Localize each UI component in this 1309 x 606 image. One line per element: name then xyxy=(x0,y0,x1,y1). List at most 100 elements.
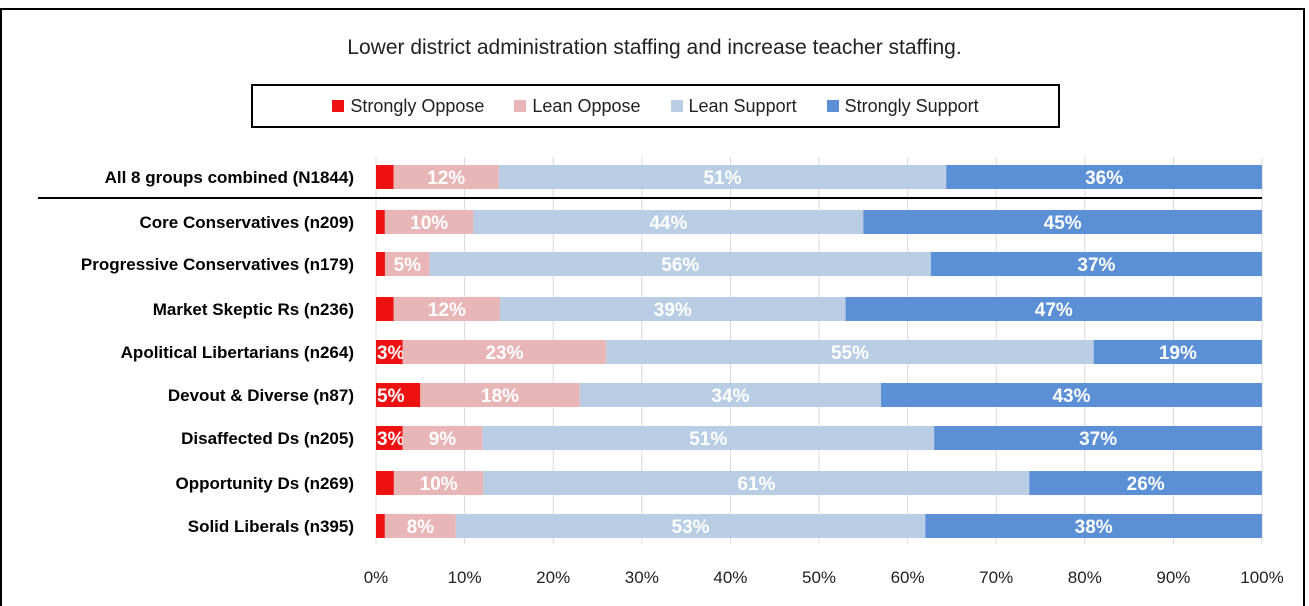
data-label: 34% xyxy=(711,386,749,407)
bar-segment xyxy=(473,210,864,234)
bar-segment xyxy=(946,165,1262,189)
data-label: 37% xyxy=(1077,255,1115,276)
data-label: 26% xyxy=(1127,474,1165,495)
x-tick-label: 0% xyxy=(364,568,389,587)
data-label: 10% xyxy=(410,213,448,234)
data-label: 8% xyxy=(407,517,435,538)
bar-segment xyxy=(579,383,882,407)
x-tick-label: 70% xyxy=(979,568,1013,587)
bar-segment xyxy=(930,252,1262,276)
bar-segment xyxy=(498,165,947,189)
x-tick-label: 80% xyxy=(1068,568,1102,587)
legend-label: Strongly Oppose xyxy=(350,95,485,116)
data-label: 3% xyxy=(377,343,405,364)
category-label: Solid Liberals (n395) xyxy=(188,517,354,536)
bar-segment xyxy=(393,471,484,495)
bar-segment xyxy=(376,340,403,364)
data-label: 23% xyxy=(485,343,523,364)
data-label: 3% xyxy=(377,429,405,450)
data-label: 9% xyxy=(429,429,457,450)
bar-segment xyxy=(455,514,926,538)
data-label: 12% xyxy=(428,300,466,321)
category-label: Progressive Conservatives (n179) xyxy=(81,255,354,274)
bar-segment xyxy=(420,383,580,407)
legend-item-lean-support: Lean Support xyxy=(670,95,797,117)
category-label: Disaffected Ds (n205) xyxy=(181,429,354,448)
bar-segment xyxy=(606,340,1094,364)
x-tick-label: 30% xyxy=(625,568,659,587)
bar-segment xyxy=(402,426,483,450)
data-label: 18% xyxy=(481,386,519,407)
data-label: 44% xyxy=(649,213,687,234)
bar-segment xyxy=(376,426,403,450)
category-label: All 8 groups combined (N1844) xyxy=(105,168,354,187)
bar-segment xyxy=(845,297,1262,321)
category-label: Core Conservatives (n209) xyxy=(140,213,354,232)
category-label: Opportunity Ds (n269) xyxy=(175,474,354,493)
legend-swatch-strongly-oppose xyxy=(332,100,345,112)
bar-segment xyxy=(393,297,501,321)
bar-segment xyxy=(1029,471,1262,495)
bar-segment xyxy=(934,426,1262,450)
category-label: Market Skeptic Rs (n236) xyxy=(153,300,354,319)
bar-segment xyxy=(1093,340,1262,364)
bar-segment xyxy=(429,252,931,276)
bar-segment xyxy=(376,165,394,189)
bar-segment xyxy=(376,252,385,276)
x-tick-label: 90% xyxy=(1156,568,1190,587)
legend-swatch-strongly-support xyxy=(826,100,839,112)
data-label: 55% xyxy=(831,343,869,364)
data-label: 53% xyxy=(672,517,710,538)
legend-item-strongly-support: Strongly Support xyxy=(826,95,979,117)
data-label: 43% xyxy=(1052,386,1090,407)
legend-swatch-lean-oppose xyxy=(514,100,527,112)
legend-label: Lean Support xyxy=(688,95,797,116)
data-label: 12% xyxy=(427,168,465,189)
category-label: Apolitical Libertarians (n264) xyxy=(121,343,354,362)
x-tick-label: 100% xyxy=(1240,568,1283,587)
data-label: 10% xyxy=(420,474,458,495)
bar-segment xyxy=(376,210,385,234)
data-label: 5% xyxy=(394,255,422,276)
x-tick-label: 50% xyxy=(802,568,836,587)
x-tick-label: 40% xyxy=(713,568,747,587)
bar-segment xyxy=(482,426,935,450)
data-label: 39% xyxy=(654,300,692,321)
bar-segment xyxy=(376,383,421,407)
bar-segment xyxy=(925,514,1262,538)
bar-segment xyxy=(376,514,385,538)
chart-legend: Strongly Oppose Lean Oppose Lean Support… xyxy=(251,84,1060,128)
data-label: 61% xyxy=(737,474,775,495)
legend-label: Strongly Support xyxy=(844,95,979,116)
bar-segment xyxy=(384,210,474,234)
data-label: 37% xyxy=(1079,429,1117,450)
bar-segment xyxy=(384,252,430,276)
x-tick-label: 20% xyxy=(536,568,570,587)
bar-segment xyxy=(376,471,394,495)
bar-segment xyxy=(402,340,607,364)
category-label: Devout & Diverse (n87) xyxy=(168,386,354,405)
x-tick-label: 60% xyxy=(891,568,925,587)
data-label: 19% xyxy=(1159,343,1197,364)
data-label: 47% xyxy=(1035,300,1073,321)
data-label: 5% xyxy=(377,386,405,407)
data-label: 38% xyxy=(1075,517,1113,538)
data-label: 51% xyxy=(703,168,741,189)
legend-swatch-lean-support xyxy=(670,100,683,112)
data-label: 56% xyxy=(661,255,699,276)
bar-segment xyxy=(500,297,846,321)
bar-segment xyxy=(483,471,1030,495)
data-label: 45% xyxy=(1044,213,1082,234)
bar-segment xyxy=(376,297,394,321)
x-tick-label: 10% xyxy=(448,568,482,587)
legend-label: Lean Oppose xyxy=(532,95,641,116)
bar-segment xyxy=(384,514,456,538)
data-label: 36% xyxy=(1085,168,1123,189)
data-label: 51% xyxy=(689,429,727,450)
legend-item-strongly-oppose: Strongly Oppose xyxy=(332,96,484,117)
legend-item-lean-oppose: Lean Oppose xyxy=(514,95,641,117)
bar-segment xyxy=(881,383,1262,407)
bar-segment xyxy=(393,165,499,189)
bar-segment xyxy=(863,210,1262,234)
